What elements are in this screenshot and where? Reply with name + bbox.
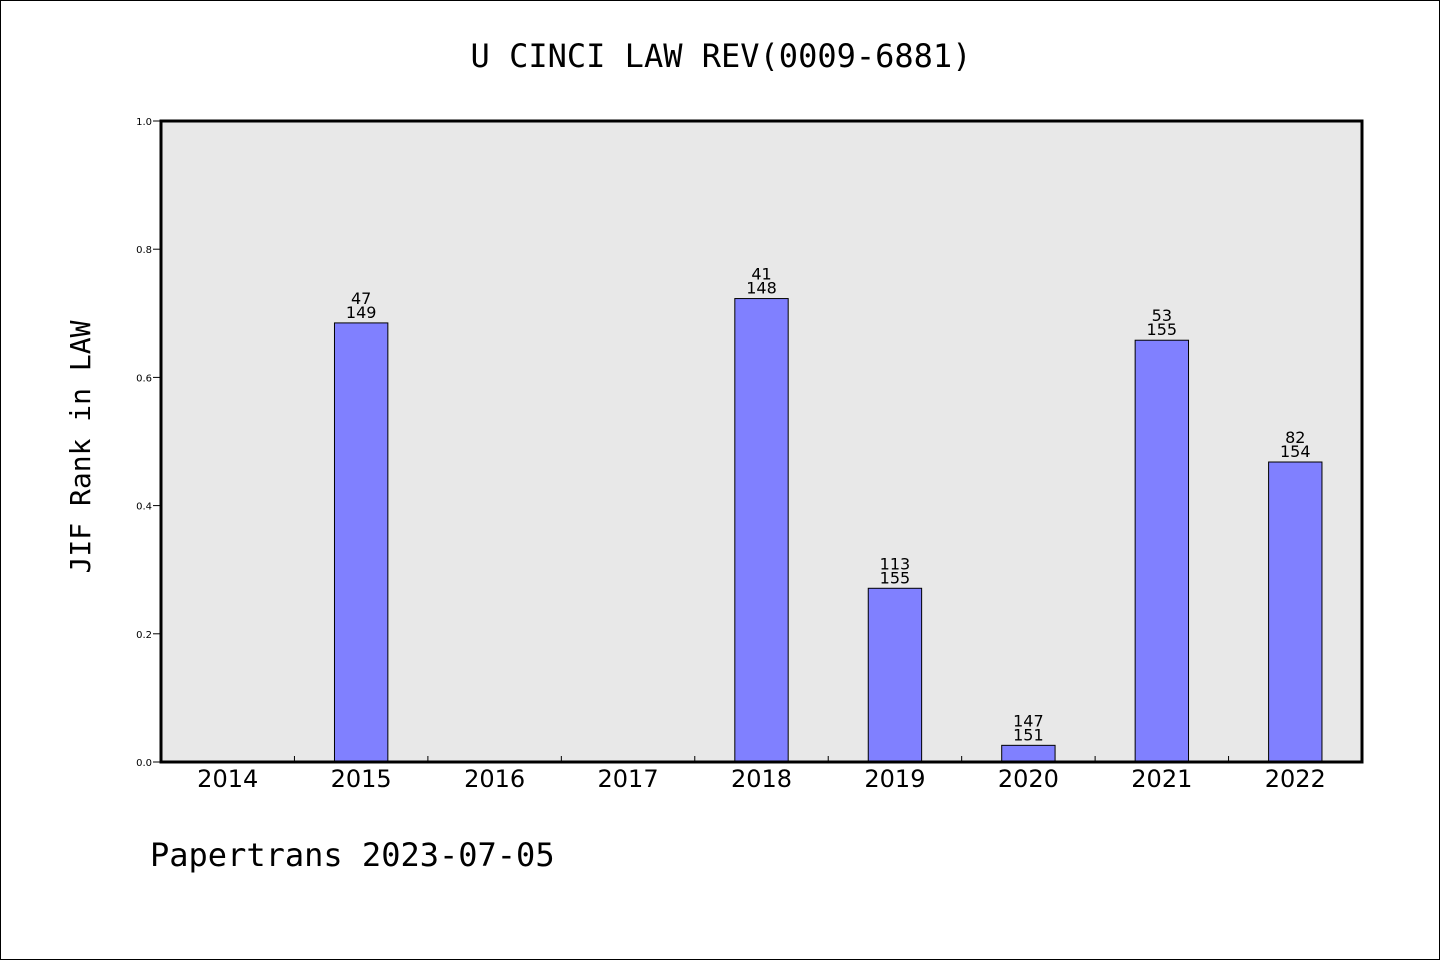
total-label-2021: 155 <box>1147 320 1178 339</box>
y-tick-label-1: 0.2 <box>136 630 152 641</box>
rank-label-2015: 47 <box>351 289 371 308</box>
x-tick-label-2015: 2015 <box>331 765 392 793</box>
bar-2022 <box>1268 461 1323 763</box>
bar-2021 <box>1134 339 1190 763</box>
x-tick-label-2022: 2022 <box>1265 765 1326 793</box>
total-label-2018: 148 <box>746 279 777 298</box>
rank-label-2021: 53 <box>1152 306 1172 325</box>
plot-border <box>159 119 1364 764</box>
rank-label-2018: 41 <box>751 265 771 284</box>
y-tick-label-3: 0.6 <box>136 373 152 384</box>
x-tick-label-2021: 2021 <box>1131 765 1192 793</box>
ticks-layer: 2014 2015 2016 2017 2018 2019 2020 2021 2022 0.0 0… <box>136 117 1326 793</box>
bar-2020 <box>1001 744 1056 763</box>
footer-text: Papertrans 2023-07-05 <box>150 836 555 874</box>
x-tick-label-2014: 2014 <box>197 765 258 793</box>
chart-title: U CINCI LAW REV(0009-6881) <box>471 37 972 75</box>
x-tick-label-2019: 2019 <box>864 765 925 793</box>
x-tick-label-2017: 2017 <box>598 765 659 793</box>
y-tick-label-0: 0.0 <box>136 758 152 769</box>
bar-2019 <box>867 587 923 763</box>
total-label-2015: 149 <box>346 303 377 322</box>
rank-label-2019: 113 <box>880 554 911 573</box>
total-label-2019: 155 <box>880 568 911 587</box>
total-label-2022: 154 <box>1280 442 1311 461</box>
y-axis-label: JIF Rank in LAW <box>64 320 97 573</box>
bar-2018 <box>734 298 789 763</box>
rank-label-2020: 147 <box>1013 711 1044 730</box>
bar-2015 <box>333 322 389 763</box>
x-tick-label-2016: 2016 <box>464 765 525 793</box>
x-tick-label-2020: 2020 <box>998 765 1059 793</box>
y-tick-label-4: 0.8 <box>136 245 152 256</box>
y-tick-label-5: 1.0 <box>136 117 152 128</box>
y-tick-label-2: 0.4 <box>136 502 152 513</box>
x-tick-label-2018: 2018 <box>731 765 792 793</box>
total-label-2020: 151 <box>1013 725 1044 744</box>
rank-label-2022: 82 <box>1285 428 1305 447</box>
